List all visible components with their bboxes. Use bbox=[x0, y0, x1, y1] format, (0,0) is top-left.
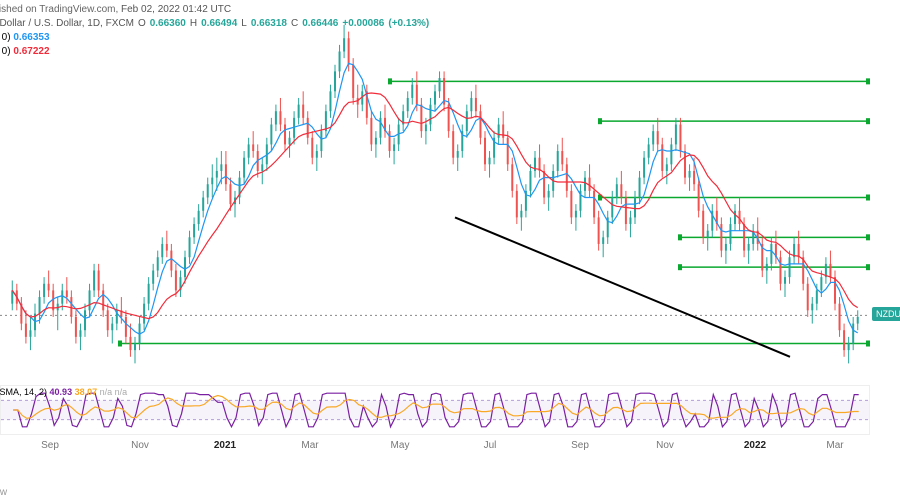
rsi-pane[interactable] bbox=[0, 385, 870, 435]
time-tick: 2022 bbox=[744, 440, 766, 451]
rsi-label-row: ose, SMA, 14, 2) 40.93 38.07 n/a n/a bbox=[0, 387, 127, 397]
trendline[interactable] bbox=[455, 217, 790, 356]
rsi-sma-value: 38.07 bbox=[75, 387, 98, 397]
time-tick: Nov bbox=[656, 440, 674, 451]
footer-watermark: gView bbox=[0, 487, 7, 498]
publish-line: published on TradingView.com, Feb 02, 20… bbox=[0, 4, 231, 15]
ma-slow bbox=[12, 93, 857, 319]
price-chart-svg bbox=[0, 15, 870, 380]
price-chart[interactable] bbox=[0, 15, 870, 380]
price-badge: NZDUSD bbox=[872, 307, 900, 321]
time-tick: Nov bbox=[131, 440, 149, 451]
time-tick: Mar bbox=[301, 440, 318, 451]
rsi-value: 40.93 bbox=[50, 387, 73, 397]
time-axis: Sep Nov 2021 Mar May Jul Sep Nov 2022 Mar bbox=[0, 440, 870, 460]
time-tick: 2021 bbox=[214, 440, 236, 451]
time-tick: May bbox=[391, 440, 410, 451]
rsi-svg bbox=[1, 386, 869, 434]
time-tick: Mar bbox=[826, 440, 843, 451]
time-tick: Sep bbox=[41, 440, 59, 451]
time-tick: Jul bbox=[484, 440, 497, 451]
time-tick: Sep bbox=[571, 440, 589, 451]
